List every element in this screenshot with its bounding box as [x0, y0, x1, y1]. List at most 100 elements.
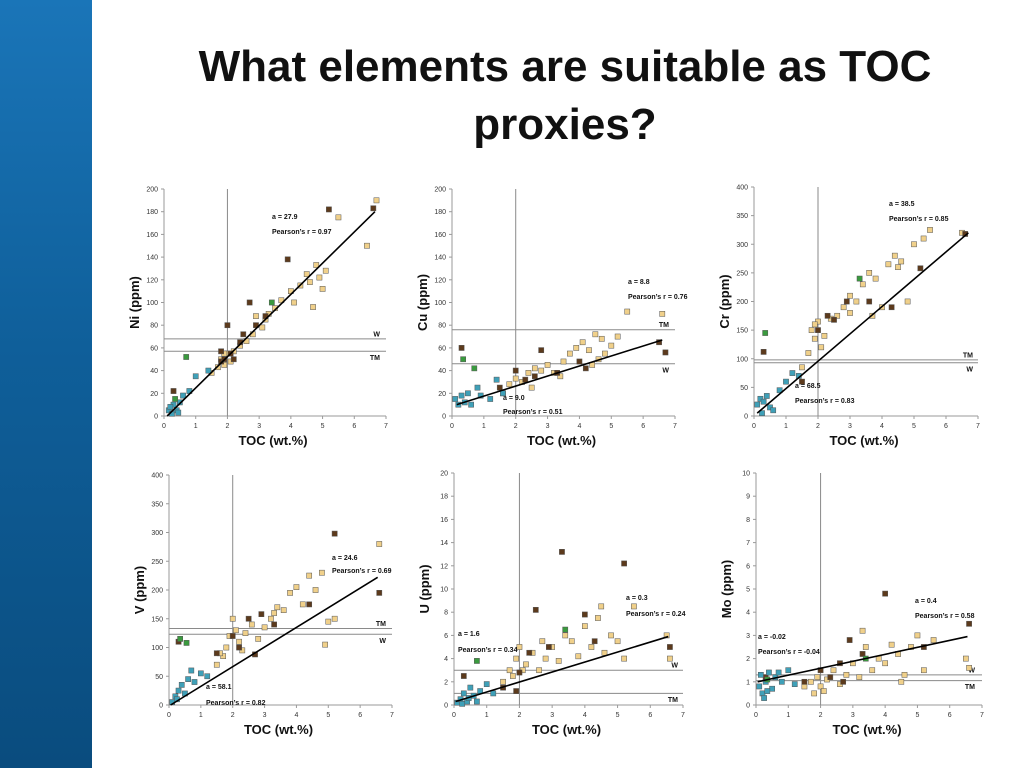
- y-tick-label: 60: [438, 345, 446, 352]
- data-point-blue: [754, 401, 761, 408]
- x-tick-label: 0: [752, 423, 756, 430]
- data-point-dark: [824, 312, 831, 319]
- data-point-blue: [785, 667, 792, 674]
- data-point-dark: [662, 349, 669, 356]
- data-point-blue: [188, 667, 195, 674]
- x-tick-label: 1: [199, 712, 203, 719]
- data-point-blue: [490, 690, 497, 697]
- regression-annotation: a = 9.0: [503, 395, 525, 402]
- data-point-marine: [268, 615, 274, 622]
- data-point-marine: [364, 242, 370, 249]
- x-tick-label: 3: [848, 423, 852, 430]
- data-point-marine: [316, 274, 323, 281]
- data-point-marine: [659, 311, 666, 317]
- data-point-marine: [859, 281, 866, 288]
- data-point-blue: [474, 384, 481, 391]
- x-tick-label: 2: [816, 423, 820, 430]
- x-tick-label: 3: [851, 712, 855, 719]
- data-point-blue: [175, 687, 182, 694]
- data-point-dark: [230, 356, 237, 363]
- y-tick-label: 180: [434, 209, 446, 216]
- x-tick-label: 6: [358, 712, 362, 719]
- y-axis-label: Ni (ppm): [127, 276, 142, 329]
- data-point-marine: [614, 638, 621, 645]
- data-point-blue: [757, 395, 764, 402]
- data-point-dark: [236, 644, 242, 651]
- data-point-marine: [663, 632, 670, 639]
- data-point-marine: [560, 358, 567, 365]
- y-tick-label: 80: [150, 323, 158, 330]
- data-point-green: [460, 356, 466, 363]
- data-point-marine: [335, 214, 342, 221]
- regression-annotation: Pearson’s r = -0.04: [758, 649, 820, 656]
- y-tick-label: 350: [736, 213, 748, 220]
- y-tick-label: 0: [746, 703, 750, 710]
- data-point-marine: [869, 667, 876, 674]
- data-point-marine: [866, 270, 873, 276]
- data-point-marine: [853, 298, 860, 305]
- reference-line-label-w: W: [379, 638, 386, 645]
- y-tick-label: 2: [746, 656, 750, 663]
- x-tick-label: 2: [225, 423, 229, 430]
- data-point-marine: [274, 604, 281, 611]
- regression-annotation: Pearson’s r = 0.58: [915, 613, 975, 620]
- y-tick-label: 20: [440, 471, 448, 478]
- data-point-marine: [608, 632, 614, 639]
- data-point-marine: [536, 667, 542, 674]
- y-tick-label: 7: [746, 540, 750, 547]
- data-point-marine: [667, 655, 673, 662]
- y-tick-label: 20: [438, 391, 446, 398]
- y-tick-label: 8: [444, 610, 448, 617]
- data-point-marine: [500, 678, 506, 685]
- data-point-dark: [376, 590, 383, 596]
- regression-annotation: Pearson’s r = 0.34: [458, 647, 518, 654]
- data-point-dark: [843, 298, 850, 305]
- data-point-marine: [821, 333, 828, 339]
- regression-annotation: a = 0.3: [626, 595, 648, 602]
- data-point-dark: [815, 327, 821, 333]
- data-point-dark: [331, 530, 338, 537]
- data-point-blue: [458, 392, 465, 399]
- data-point-marine: [280, 607, 287, 613]
- regression-annotation: a = 68.5: [795, 383, 821, 390]
- data-point-marine: [568, 638, 575, 645]
- y-tick-label: 10: [440, 587, 448, 594]
- data-point-marine: [325, 618, 332, 625]
- regression-annotation: a = -0.02: [758, 634, 786, 641]
- y-tick-label: 180: [146, 209, 158, 216]
- slide-sidebar: [0, 0, 92, 768]
- reference-line-label-tm: TM: [659, 322, 669, 329]
- data-point-marine: [310, 304, 316, 310]
- data-point-marine: [859, 627, 866, 634]
- data-point-blue: [756, 683, 763, 690]
- x-tick-label: 6: [648, 712, 652, 719]
- data-point-marine: [815, 318, 821, 325]
- data-point-marine: [592, 331, 599, 338]
- y-axis-label: Cu (ppm): [415, 274, 430, 331]
- regression-annotation: Pearson’s r = 0.69: [332, 568, 392, 575]
- x-tick-label: 1: [784, 423, 788, 430]
- data-point-dark: [966, 620, 972, 627]
- data-point-marine: [510, 673, 516, 679]
- data-point-dark: [559, 549, 565, 555]
- y-tick-label: 60: [150, 345, 158, 352]
- data-point-green: [856, 275, 863, 282]
- data-point-marine: [582, 623, 588, 629]
- data-point-marine: [542, 655, 549, 662]
- data-point-marine: [818, 344, 825, 351]
- data-point-marine: [271, 610, 277, 616]
- data-point-marine: [319, 569, 325, 576]
- data-point-blue: [459, 700, 466, 707]
- data-point-dark: [799, 378, 805, 385]
- y-tick-label: 160: [146, 232, 158, 239]
- reference-line-label-w: W: [662, 367, 669, 374]
- regression-line: [456, 339, 663, 406]
- data-point-dark: [546, 644, 552, 650]
- x-tick-label: 6: [944, 423, 948, 430]
- y-tick-label: 40: [150, 368, 158, 375]
- data-point-dark: [591, 638, 598, 645]
- x-tick-label: 0: [754, 712, 758, 719]
- data-point-dark: [621, 560, 627, 567]
- data-point-dark: [240, 331, 247, 338]
- y-tick-label: 100: [146, 300, 158, 307]
